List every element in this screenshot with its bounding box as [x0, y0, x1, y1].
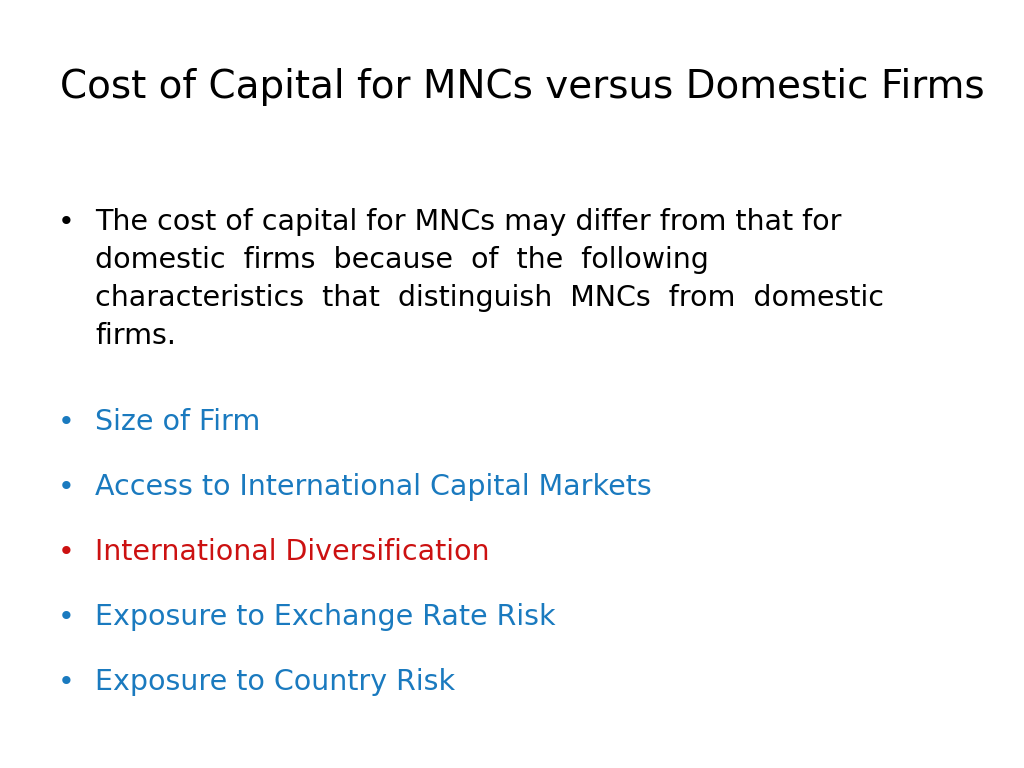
- Text: Cost of Capital for MNCs versus Domestic Firms: Cost of Capital for MNCs versus Domestic…: [60, 68, 985, 106]
- Text: •: •: [58, 408, 75, 436]
- Text: •: •: [58, 208, 75, 236]
- Text: Size of Firm: Size of Firm: [95, 408, 260, 436]
- Text: •: •: [58, 473, 75, 501]
- Text: •: •: [58, 603, 75, 631]
- Text: •: •: [58, 668, 75, 696]
- Text: •: •: [58, 538, 75, 566]
- Text: Exposure to Country Risk: Exposure to Country Risk: [95, 668, 455, 696]
- Text: Exposure to Exchange Rate Risk: Exposure to Exchange Rate Risk: [95, 603, 556, 631]
- Text: The cost of capital for MNCs may differ from that for
domestic  firms  because  : The cost of capital for MNCs may differ …: [95, 208, 884, 349]
- Text: International Diversification: International Diversification: [95, 538, 489, 566]
- Text: Access to International Capital Markets: Access to International Capital Markets: [95, 473, 651, 501]
